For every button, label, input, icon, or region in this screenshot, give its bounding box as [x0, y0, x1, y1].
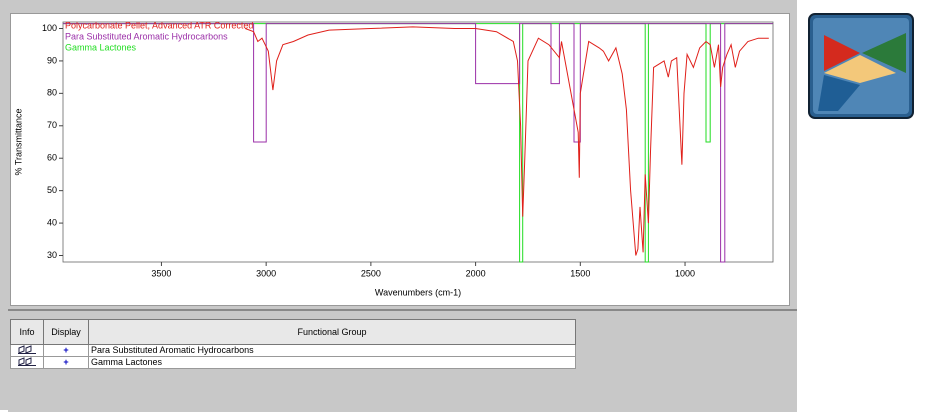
- functional-group-table: Info Display Functional Group + Para Sub…: [10, 319, 576, 369]
- info-icon[interactable]: [10, 356, 44, 369]
- legend-entry: Gamma Lactones: [65, 42, 137, 52]
- results-panel: Info Display Functional Group + Para Sub…: [8, 309, 797, 412]
- y-tick-label: 90: [47, 55, 57, 65]
- x-tick-label: 2000: [466, 268, 486, 278]
- display-toggle[interactable]: +: [43, 344, 89, 357]
- y-tick-label: 80: [47, 88, 57, 98]
- series-line: [63, 23, 773, 263]
- x-tick-label: 2500: [361, 268, 381, 278]
- y-tick-label: 60: [47, 153, 57, 163]
- chart-panel: 30 40 50 60 70 80 90 100 3500 3000 2500 2000 1500 100…: [10, 13, 790, 306]
- y-tick-label: 100: [42, 23, 57, 33]
- legend-entry: Para Substituted Aromatic Hydrocarbons: [65, 31, 228, 41]
- y-tick-label: 50: [47, 185, 57, 195]
- chart: 30 40 50 60 70 80 90 100 3500 3000 2500 2000 1500 100…: [13, 20, 774, 297]
- workspace: 30 40 50 60 70 80 90 100 3500 3000 2500 2000 1500 100…: [0, 0, 797, 412]
- series-line: [245, 26, 769, 256]
- info-icon[interactable]: [10, 344, 44, 357]
- plot-area: [62, 21, 774, 263]
- display-toggle[interactable]: +: [43, 356, 89, 369]
- x-tick-label: 3000: [256, 268, 276, 278]
- series-line: [63, 23, 773, 263]
- y-tick-label: 40: [47, 217, 57, 227]
- y-tick-label: 30: [47, 250, 57, 260]
- y-axis-label: % Transmittance: [13, 108, 23, 175]
- group-name: Gamma Lactones: [88, 356, 576, 369]
- header-cell: Functional Group: [88, 319, 576, 345]
- x-tick-label: 3500: [151, 268, 171, 278]
- y-tick-label: 70: [47, 120, 57, 130]
- group-name: Para Substituted Aromatic Hydrocarbons: [88, 344, 576, 357]
- x-axis-label: Wavenumbers (cm-1): [375, 287, 461, 297]
- legend-entry: Polycarbonate Pellet, Advanced ATR Corre…: [65, 20, 253, 30]
- app-logo: [808, 13, 914, 119]
- header-cell: Display: [43, 319, 89, 345]
- x-tick-label: 1500: [570, 268, 590, 278]
- x-tick-label: 1000: [675, 268, 695, 278]
- header-cell: Info: [10, 319, 44, 345]
